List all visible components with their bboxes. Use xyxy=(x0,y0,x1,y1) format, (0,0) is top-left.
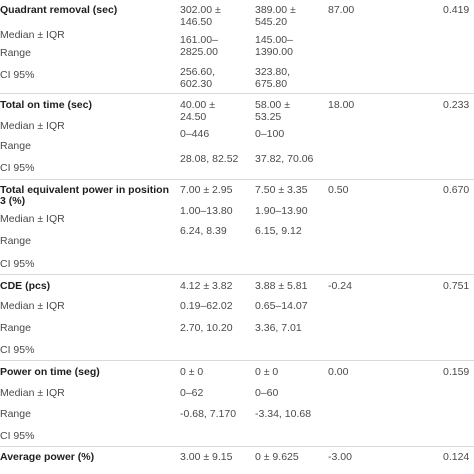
p-value: 0.124 xyxy=(443,451,470,463)
group1-ci: -0.68, 7.170 xyxy=(180,408,237,420)
group1-ci: 2.70, 10.20 xyxy=(180,322,233,334)
group2-range: 0–100 xyxy=(255,128,285,140)
group1-range: 0–446 xyxy=(180,128,210,140)
label-range: Range xyxy=(0,235,31,247)
row-divider xyxy=(0,274,474,275)
label-median-iqr: Median ± IQR xyxy=(0,213,65,225)
row-header-line1: Total equivalent power in position xyxy=(0,184,169,196)
group2-ci: 3.36, 7.01 xyxy=(255,322,302,334)
statistic-value: -0.24 xyxy=(328,280,352,292)
group1-median: 0–62 xyxy=(180,387,204,399)
label-ci95: CI 95% xyxy=(0,69,35,81)
group2-mean: 0 ± 9.625 xyxy=(255,451,299,463)
group2-median: 145.00– xyxy=(255,34,293,46)
group1-mean-line2: 146.50 xyxy=(180,16,213,28)
row-header-line2: 3 (%) xyxy=(0,195,26,207)
group2-ci: 6.15, 9.12 xyxy=(255,225,302,237)
row-divider xyxy=(0,446,474,447)
label-range: Range xyxy=(0,47,31,59)
group1-ci: 28.08, 82.52 xyxy=(180,153,239,165)
group1-ci-line1: 256.60, xyxy=(180,66,216,78)
label-range: Range xyxy=(0,408,31,420)
group2-median: 0–60 xyxy=(255,387,279,399)
row-header: Power on time (seg) xyxy=(0,366,100,378)
group2-ci: 37.82, 70.06 xyxy=(255,153,314,165)
group1-median: 161.00– xyxy=(180,34,218,46)
p-value: 0.233 xyxy=(443,99,470,111)
group2-mean: 0 ± 0 xyxy=(255,366,279,378)
group1-ci: 6.24, 8.39 xyxy=(180,225,227,237)
group1-ci-line2: 602.30 xyxy=(180,78,213,90)
group2-range: 1390.00 xyxy=(255,46,293,58)
group1-mean: 0 ± 0 xyxy=(180,366,204,378)
label-ci95: CI 95% xyxy=(0,258,35,270)
label-median-iqr: Median ± IQR xyxy=(0,387,65,399)
group2-median: 0.65–14.07 xyxy=(255,300,308,312)
label-median-iqr: Median ± IQR xyxy=(0,300,65,312)
statistic-value: 0.00 xyxy=(328,366,349,378)
label-ci95: CI 95% xyxy=(0,344,35,356)
label-median-iqr: Median ± IQR xyxy=(0,29,65,41)
label-median-iqr: Median ± IQR xyxy=(0,120,65,132)
row-divider xyxy=(0,93,474,94)
group2-mean-line1: 58.00 ± xyxy=(255,99,290,111)
statistic-value: 0.50 xyxy=(328,184,349,196)
group1-mean-line1: 40.00 ± xyxy=(180,99,215,111)
group2-ci: -3.34, 10.68 xyxy=(255,408,312,420)
label-ci95: CI 95% xyxy=(0,430,35,442)
group1-mean: 7.00 ± 2.95 xyxy=(180,184,233,196)
group1-median: 1.00–13.80 xyxy=(180,205,233,217)
row-header: Total on time (sec) xyxy=(0,99,92,111)
p-value: 0.751 xyxy=(443,280,470,292)
group1-range: 2825.00 xyxy=(180,46,218,58)
p-value: 0.670 xyxy=(443,184,470,196)
label-ci95: CI 95% xyxy=(0,162,35,174)
label-range: Range xyxy=(0,140,31,152)
group2-mean-line2: 545.20 xyxy=(255,16,288,28)
group1-median: 0.19–62.02 xyxy=(180,300,233,312)
group1-mean: 3.00 ± 9.15 xyxy=(180,451,233,463)
group2-mean-line2: 53.25 xyxy=(255,111,282,123)
group1-mean-line2: 24.50 xyxy=(180,111,207,123)
row-header: CDE (pcs) xyxy=(0,280,51,292)
p-value: 0.159 xyxy=(443,366,470,378)
statistic-value: 87.00 xyxy=(328,4,355,16)
group1-mean-line1: 302.00 ± xyxy=(180,4,221,16)
group2-mean: 3.88 ± 5.81 xyxy=(255,280,308,292)
group2-ci-line2: 675.80 xyxy=(255,78,288,90)
row-header: Average power (%) xyxy=(0,451,95,463)
group2-mean: 7.50 ± 3.35 xyxy=(255,184,308,196)
p-value: 0.419 xyxy=(443,4,470,16)
statistic-value: -3.00 xyxy=(328,451,352,463)
statistic-value: 18.00 xyxy=(328,99,355,111)
group2-mean-line1: 389.00 ± xyxy=(255,4,296,16)
group2-median: 1.90–13.90 xyxy=(255,205,308,217)
group1-mean: 4.12 ± 3.82 xyxy=(180,280,233,292)
row-divider xyxy=(0,360,474,361)
group2-ci-line1: 323.80, xyxy=(255,66,291,78)
row-header: Quadrant removal (sec) xyxy=(0,4,118,16)
label-range: Range xyxy=(0,322,31,334)
row-divider xyxy=(0,179,474,180)
